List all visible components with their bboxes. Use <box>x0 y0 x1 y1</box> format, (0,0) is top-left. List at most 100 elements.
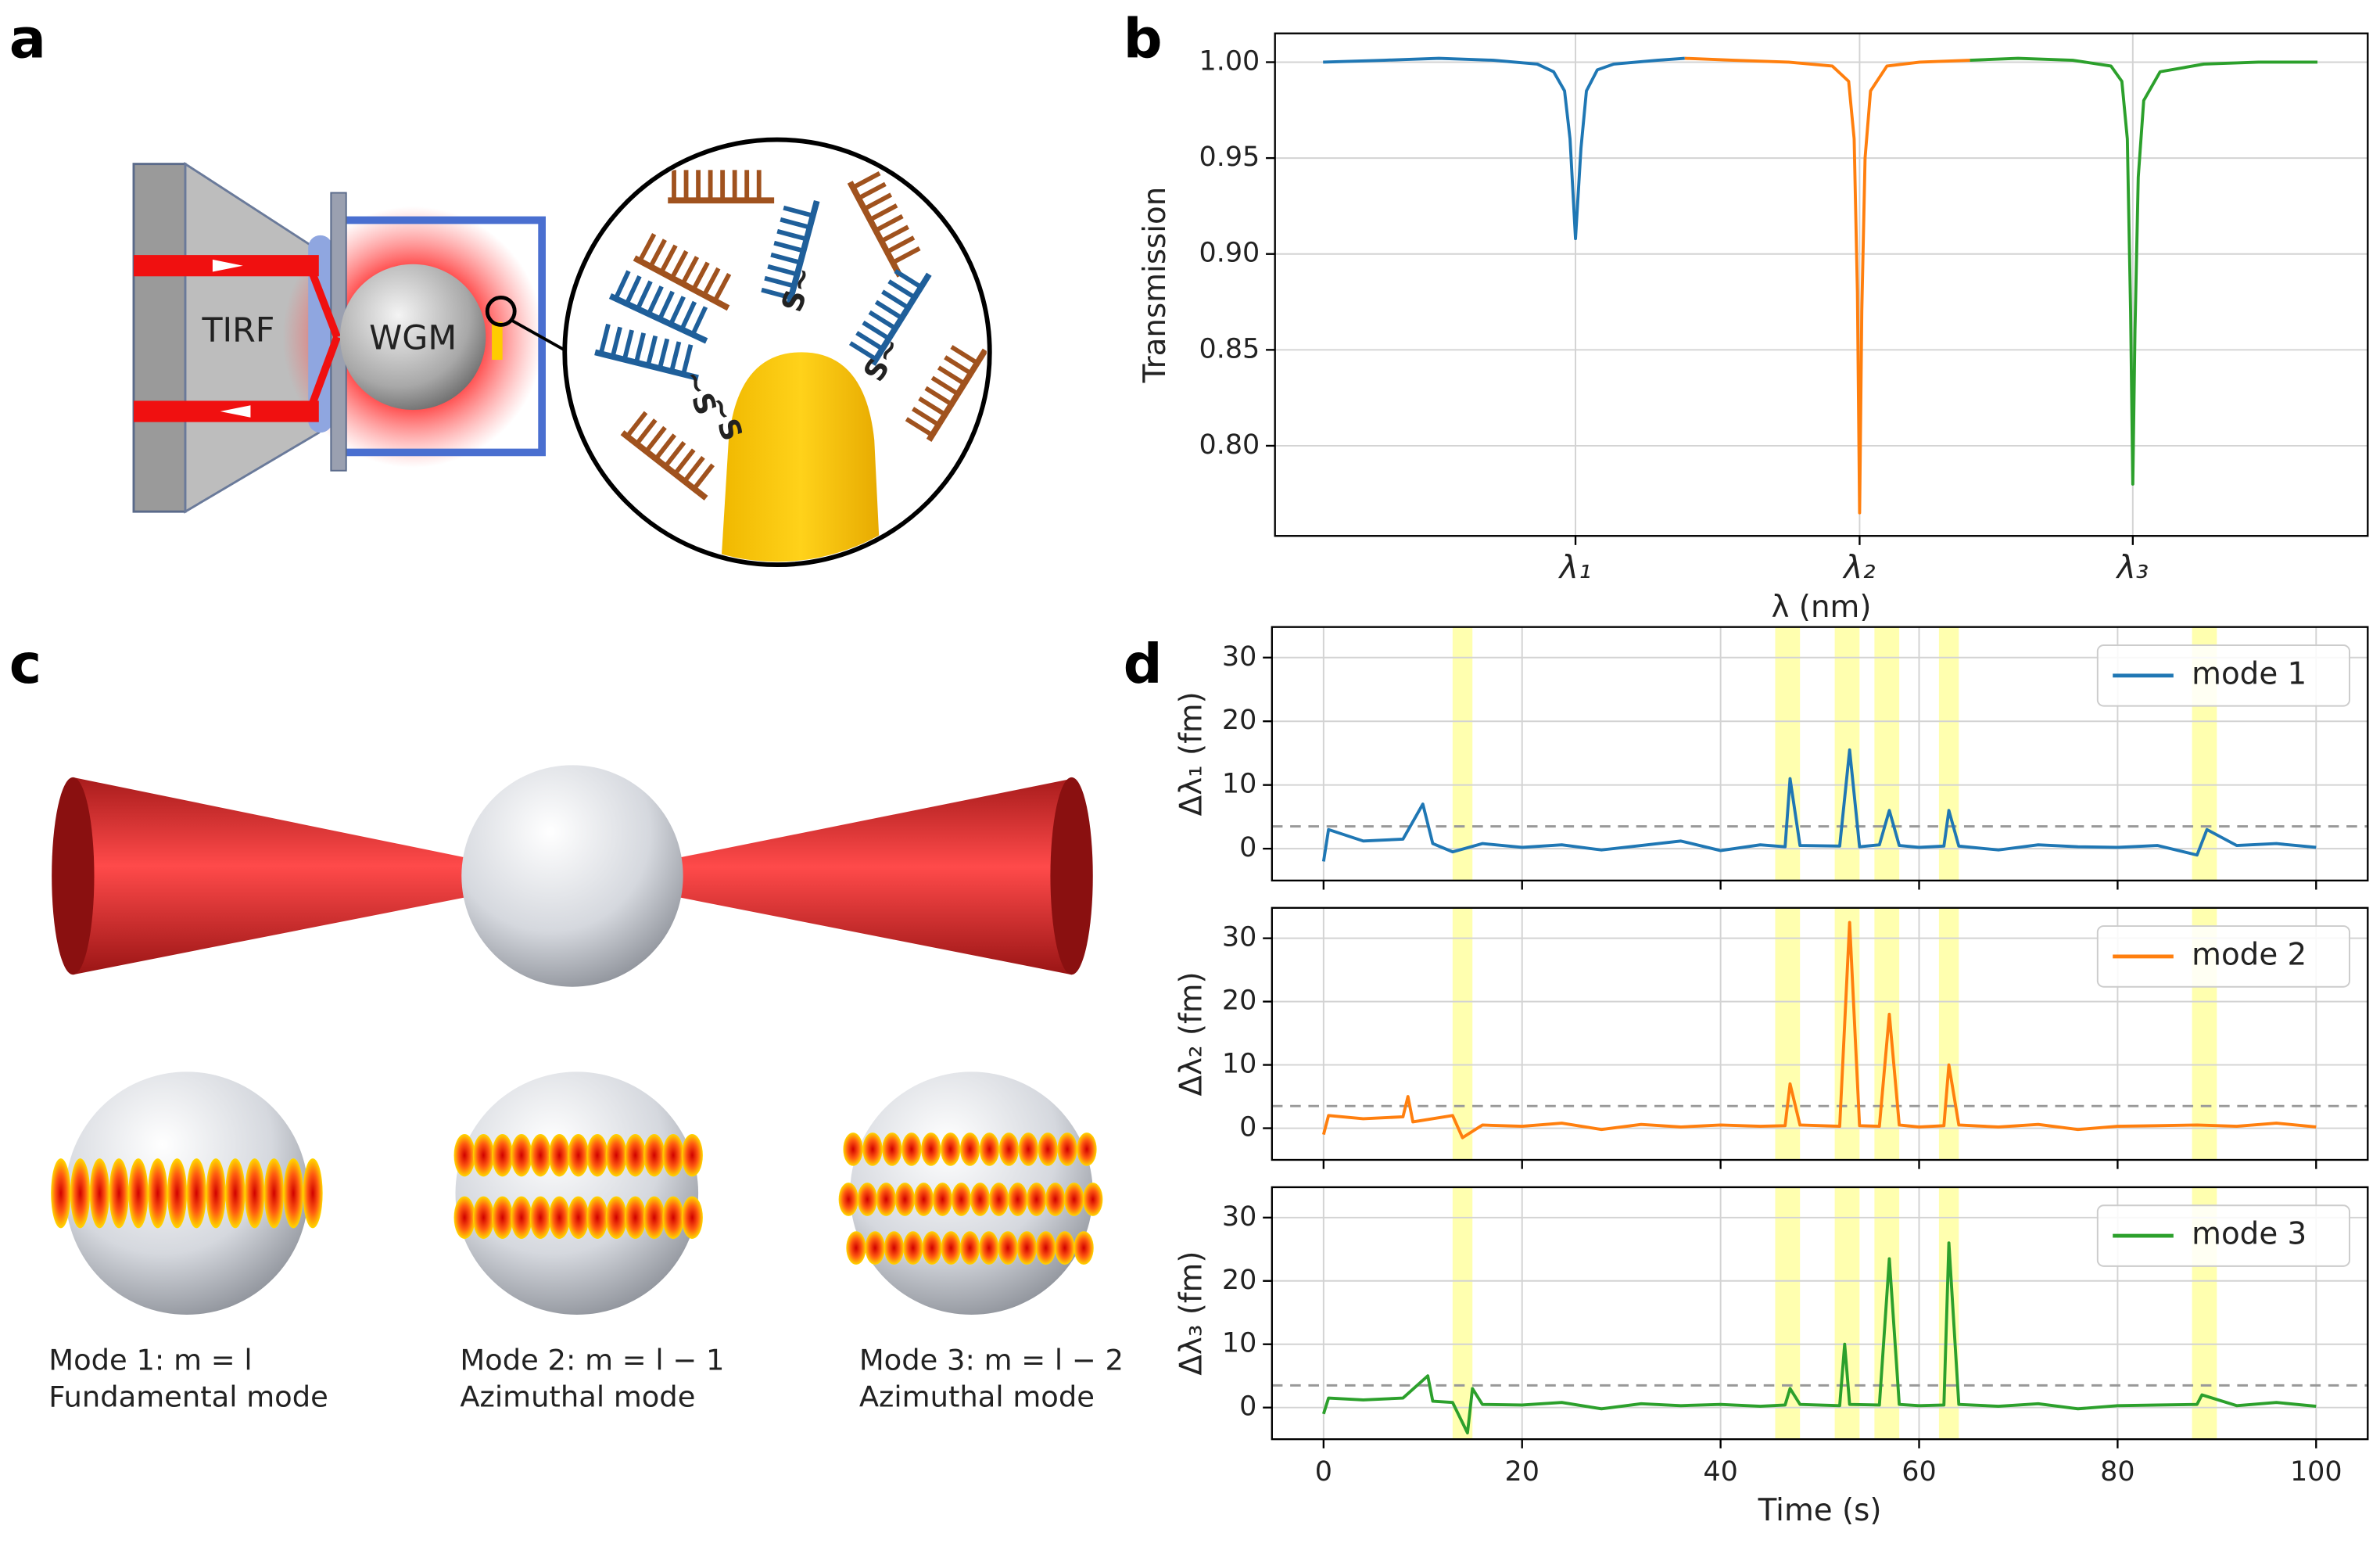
base <box>691 261 710 291</box>
dna-strand <box>761 199 820 305</box>
base <box>780 217 811 230</box>
base <box>874 300 903 321</box>
y-tick-label: 20 <box>1222 705 1256 736</box>
mode-spot <box>605 1134 627 1177</box>
dna-strand <box>608 270 708 344</box>
base <box>851 170 881 190</box>
mode-spot <box>932 1183 953 1216</box>
zoom-circle <box>485 296 517 327</box>
mode-description: Fundamental mode <box>48 1380 328 1413</box>
mode-spot <box>951 1183 972 1216</box>
diagram-c: Mode 1: m = l Fundamental mode Mode 2: m… <box>48 765 1124 1413</box>
mode-spot <box>472 1196 494 1239</box>
x-tick-label: 0 <box>1315 1456 1332 1488</box>
base <box>764 275 795 289</box>
base <box>863 192 893 211</box>
mode-spot <box>453 1196 475 1239</box>
highlight-band <box>1452 1186 1473 1440</box>
y-tick-label: 0.85 <box>1199 333 1260 364</box>
mode-spot <box>857 1183 877 1216</box>
legend <box>2096 925 2350 988</box>
mode-spot <box>903 1231 923 1265</box>
highlight-band <box>1938 626 1959 881</box>
mode-spot <box>941 1132 961 1166</box>
data-line <box>1684 56 1970 515</box>
base <box>633 332 647 364</box>
base <box>887 279 916 300</box>
y-tick-label: 0 <box>1239 832 1256 863</box>
base <box>848 341 877 361</box>
mode-spot <box>511 1134 532 1177</box>
highlight-band <box>1834 626 1860 881</box>
y-tick-label: 0 <box>1239 1391 1256 1423</box>
base <box>624 275 642 305</box>
base <box>598 323 611 354</box>
mode-spot <box>511 1196 532 1239</box>
highlight-band <box>1775 907 1801 1161</box>
x-tick-label: 60 <box>1901 1456 1936 1488</box>
base <box>637 232 657 263</box>
base <box>647 285 664 315</box>
legend <box>2096 644 2350 707</box>
base <box>773 240 805 253</box>
mode-spot <box>624 1134 647 1177</box>
base <box>679 300 697 331</box>
y-tick-label: 10 <box>1222 1049 1256 1080</box>
mode-spot <box>1074 1231 1094 1265</box>
legend <box>2096 1204 2350 1267</box>
base <box>692 463 715 490</box>
prism <box>184 161 321 514</box>
mode-spot <box>681 1134 703 1177</box>
base <box>625 411 648 438</box>
highlight-band <box>1938 907 1959 1161</box>
base <box>905 417 934 437</box>
panel-label: a <box>9 7 46 70</box>
base <box>868 310 897 331</box>
mode-spot <box>979 1132 1000 1166</box>
mode-spot <box>186 1158 206 1229</box>
mode-spot <box>941 1231 961 1265</box>
mode-spot <box>1077 1132 1097 1166</box>
mode-spot <box>662 1196 684 1239</box>
dna-strand <box>847 170 921 278</box>
mode-spot <box>862 1132 883 1166</box>
mode-spot <box>605 1196 627 1239</box>
mode-name: Mode 3: m = l − 2 <box>859 1344 1124 1377</box>
axes-frame <box>1271 1186 2369 1441</box>
x-tick-label: 40 <box>1703 1456 1737 1488</box>
mode-spot <box>167 1158 188 1229</box>
mode-spot <box>70 1158 91 1229</box>
base <box>622 329 634 361</box>
mode-spot <box>303 1158 323 1229</box>
data-line <box>1321 748 2317 862</box>
gold-tip <box>721 352 881 562</box>
legend-label: mode 2 <box>2192 937 2307 972</box>
beam <box>307 268 341 339</box>
dna-strands <box>594 170 987 501</box>
mode-spot <box>263 1158 285 1229</box>
mode-spot <box>586 1196 608 1239</box>
microsphere <box>461 765 683 987</box>
base <box>869 203 898 222</box>
mode-spot <box>472 1134 494 1177</box>
mode-spot <box>643 1134 665 1177</box>
nanorod <box>492 321 503 361</box>
backbone <box>594 349 699 381</box>
mode-description: Azimuthal mode <box>460 1380 695 1413</box>
dna-strand <box>620 411 715 501</box>
base <box>855 331 884 351</box>
mode-spot <box>1055 1231 1075 1265</box>
data-line <box>1970 56 2318 486</box>
base <box>862 320 891 341</box>
base <box>610 326 622 357</box>
prism-base <box>132 163 187 513</box>
base <box>613 270 631 300</box>
mode-spot <box>453 1134 475 1177</box>
mode-spot <box>970 1183 991 1216</box>
x-tick-label: λ₂ <box>1842 548 1875 586</box>
base <box>669 341 682 372</box>
base <box>857 181 887 201</box>
x-axis-label: Time (s) <box>1758 1493 1882 1528</box>
base <box>644 425 667 453</box>
